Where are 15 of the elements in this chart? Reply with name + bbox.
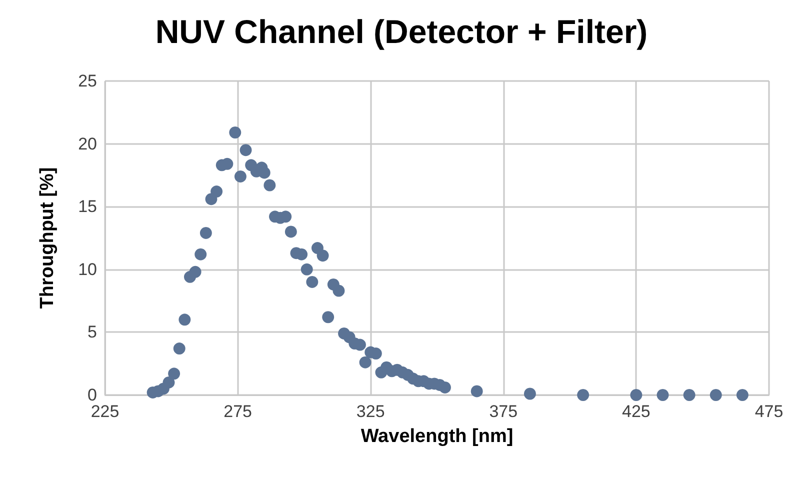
chart-title: NUV Channel (Detector + Filter): [155, 13, 648, 50]
y-tick-label: 15: [78, 197, 97, 216]
y-tick-label: 5: [88, 322, 97, 342]
x-tick-label: 225: [90, 402, 120, 421]
y-tick-label: 20: [78, 134, 97, 154]
y-axis-title: Throughput [%]: [37, 167, 58, 309]
x-tick-label: 275: [224, 402, 252, 421]
y-tick-label: 10: [78, 260, 97, 279]
y-tick-label: 0: [88, 386, 97, 404]
x-tick-label: 325: [356, 402, 385, 421]
x-axis-title: Wavelength [nm]: [360, 426, 514, 447]
x-tick-label: 425: [622, 402, 650, 421]
x-tick-label: 475: [754, 402, 784, 421]
x-tick-label: 375: [489, 402, 518, 421]
y-tick-label: 25: [78, 72, 97, 90]
